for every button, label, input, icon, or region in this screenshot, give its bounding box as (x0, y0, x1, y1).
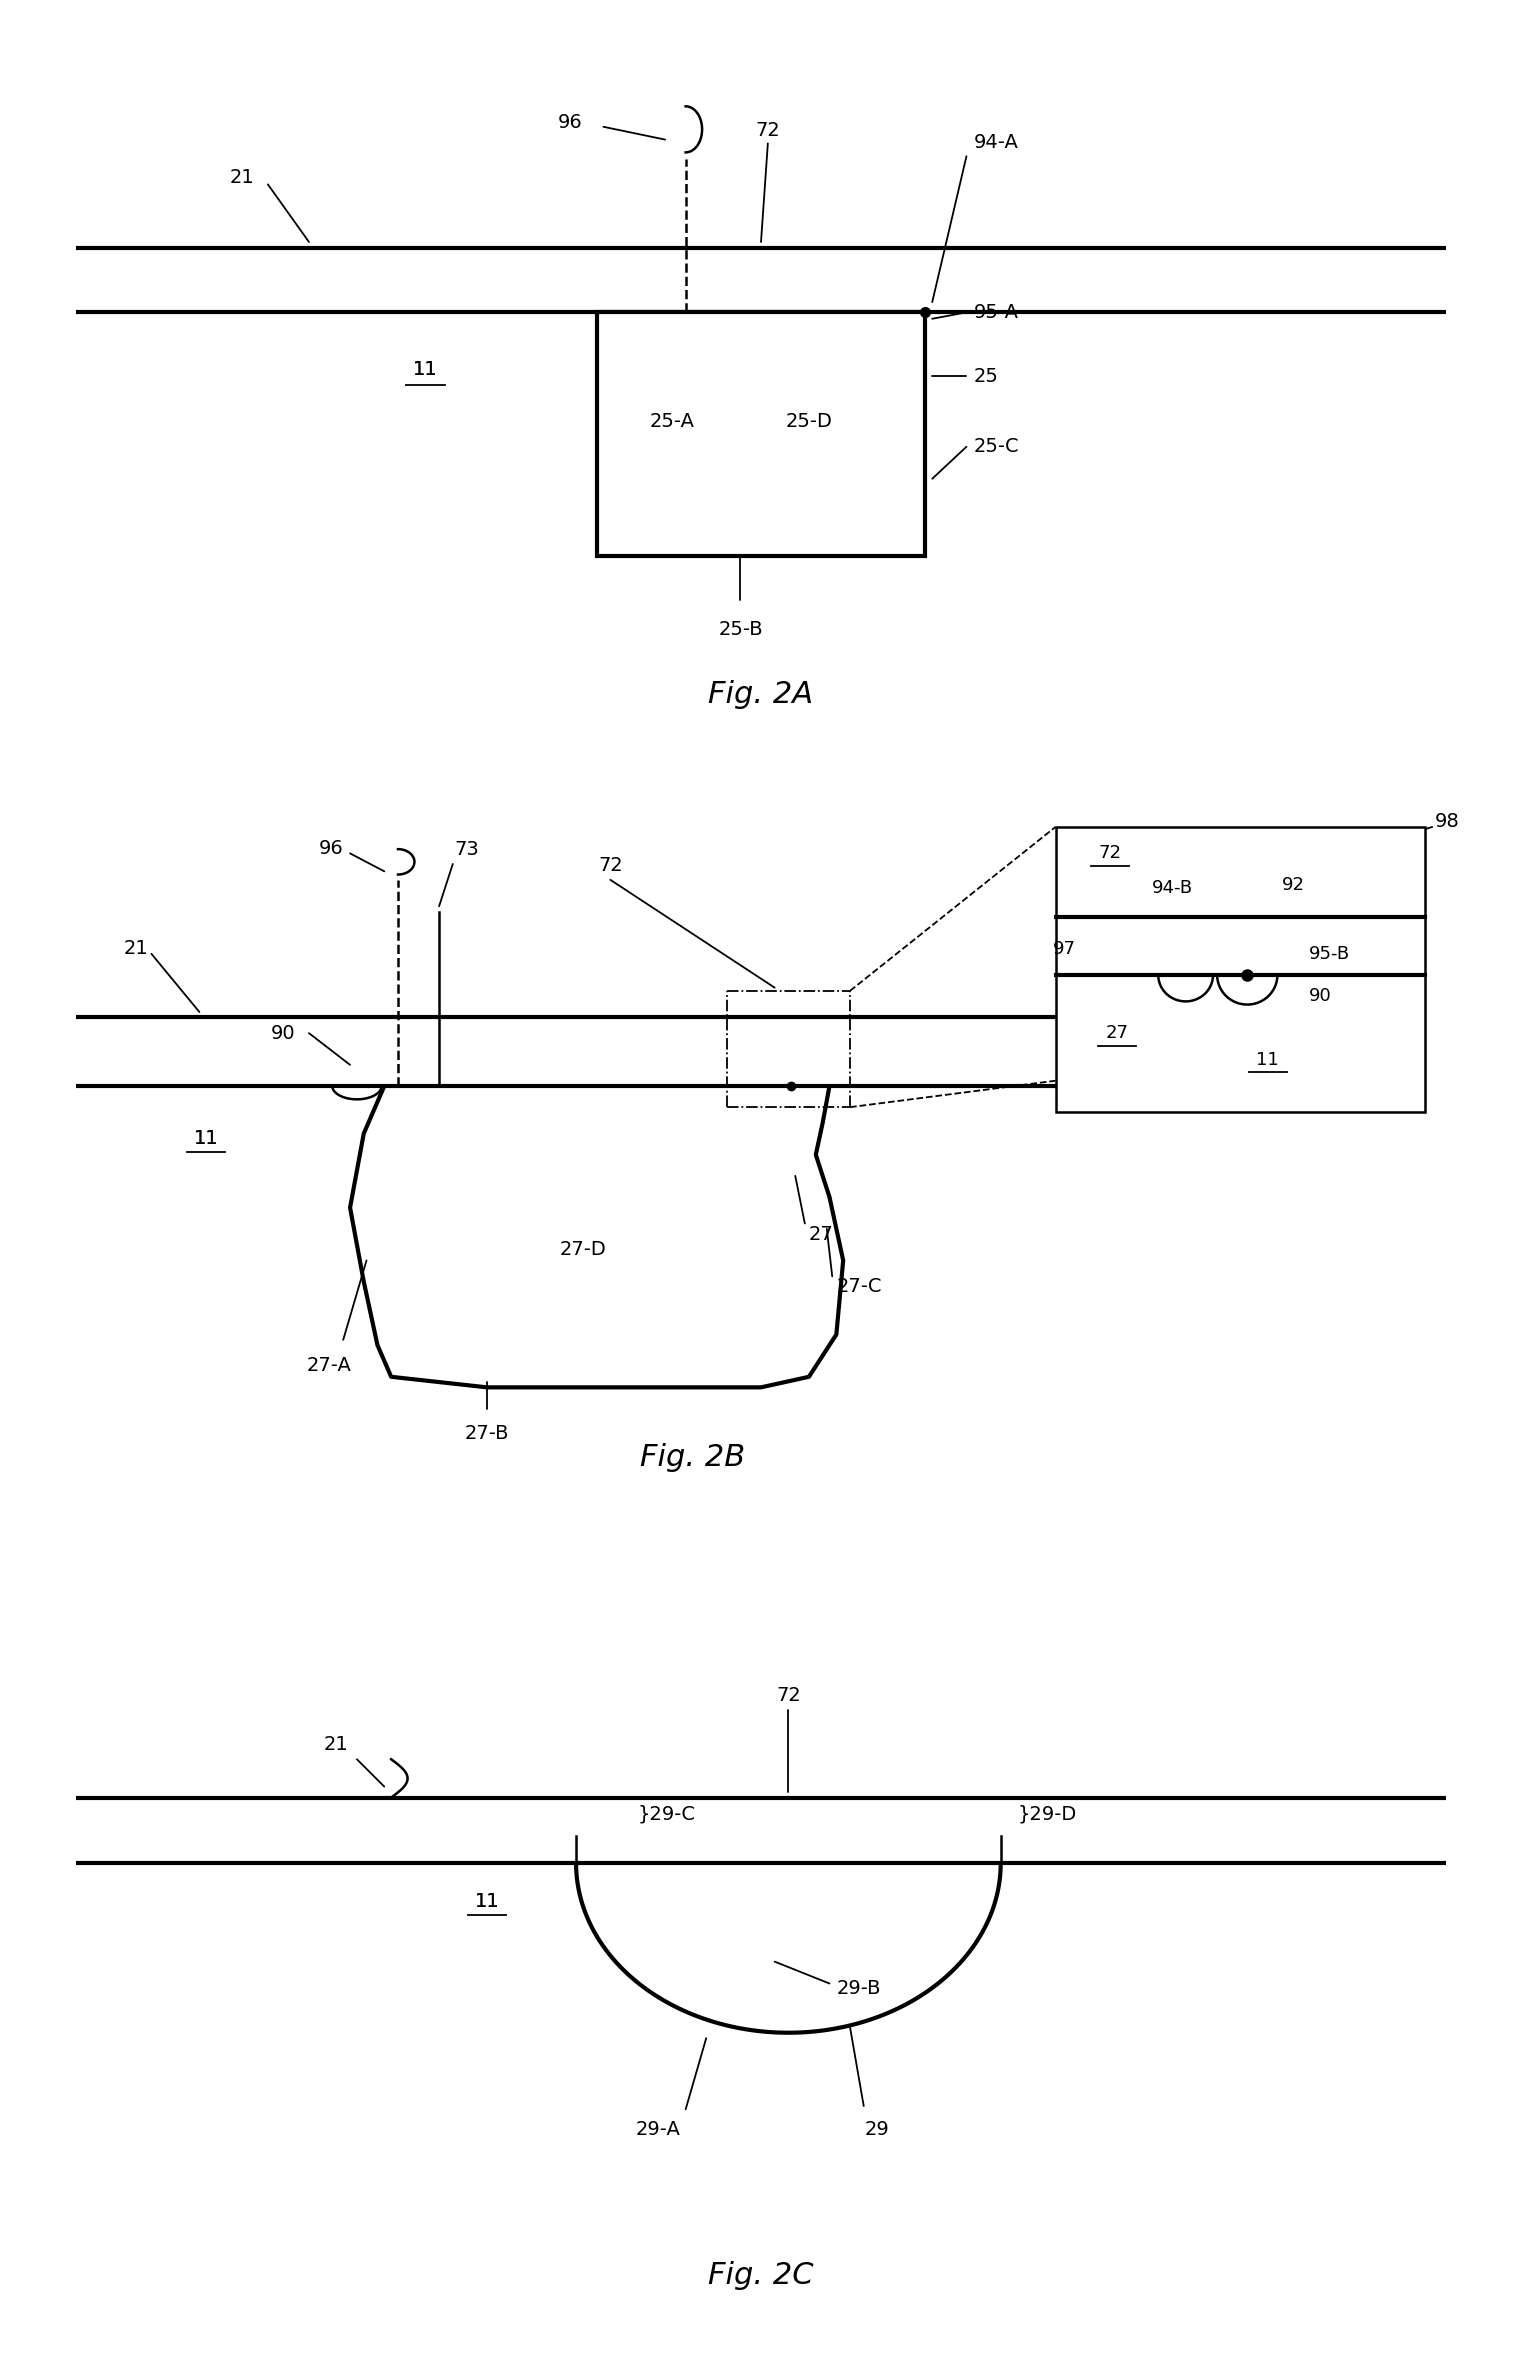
Text: }29-D: }29-D (1017, 1804, 1076, 1823)
Text: 11: 11 (475, 1891, 499, 1910)
Text: 94-B: 94-B (1152, 879, 1193, 898)
Text: 25-B: 25-B (718, 619, 763, 638)
Text: 25-C: 25-C (974, 436, 1018, 457)
Text: 94-A: 94-A (974, 133, 1018, 152)
Text: 96: 96 (559, 114, 583, 133)
Text: 72: 72 (1099, 844, 1122, 863)
Text: 98: 98 (1435, 813, 1460, 832)
Text: 11: 11 (412, 360, 438, 379)
Text: 27-D: 27-D (560, 1240, 606, 1258)
Text: 92: 92 (1282, 877, 1304, 893)
Text: 29-B: 29-B (837, 1979, 881, 1998)
Bar (1056, 827, 1426, 1112)
Text: 27-B: 27-B (464, 1424, 510, 1443)
Bar (597, 313, 925, 555)
Text: Fig. 2A: Fig. 2A (708, 680, 814, 709)
Text: 29: 29 (864, 2121, 890, 2140)
Text: Fig. 2B: Fig. 2B (639, 1443, 746, 1472)
Text: 11: 11 (475, 1891, 499, 1910)
Text: 11: 11 (412, 360, 438, 379)
Text: Fig. 2C: Fig. 2C (708, 2261, 814, 2289)
Text: 95-B: 95-B (1309, 946, 1350, 962)
Text: 95-A: 95-A (974, 303, 1018, 322)
Text: 27-C: 27-C (837, 1277, 881, 1296)
Text: 73: 73 (454, 839, 479, 858)
Text: 21: 21 (324, 1735, 349, 1754)
Text: 27: 27 (810, 1225, 834, 1244)
Text: 90: 90 (271, 1024, 295, 1043)
Text: 21: 21 (230, 168, 254, 187)
Text: 27-A: 27-A (307, 1356, 352, 1375)
Text: 29-A: 29-A (636, 2121, 680, 2140)
Text: 72: 72 (755, 121, 781, 140)
Text: }29-C: }29-C (638, 1804, 696, 1823)
Text: 11: 11 (1257, 1050, 1278, 1069)
Text: 72: 72 (776, 1685, 801, 1704)
Text: 96: 96 (318, 839, 344, 858)
Text: 21: 21 (125, 939, 149, 957)
Text: 72: 72 (598, 856, 622, 875)
Text: 27: 27 (1105, 1024, 1129, 1043)
Text: 72: 72 (1099, 844, 1122, 863)
Text: 11: 11 (1257, 1050, 1278, 1069)
Text: 90: 90 (1309, 988, 1332, 1005)
Text: 25: 25 (974, 367, 998, 386)
Text: 25-D: 25-D (785, 412, 833, 431)
Text: 11: 11 (193, 1130, 219, 1149)
Text: 11: 11 (193, 1130, 219, 1149)
Text: 25-A: 25-A (650, 412, 694, 431)
Text: 97: 97 (1053, 939, 1076, 957)
Text: 27: 27 (1105, 1024, 1129, 1043)
